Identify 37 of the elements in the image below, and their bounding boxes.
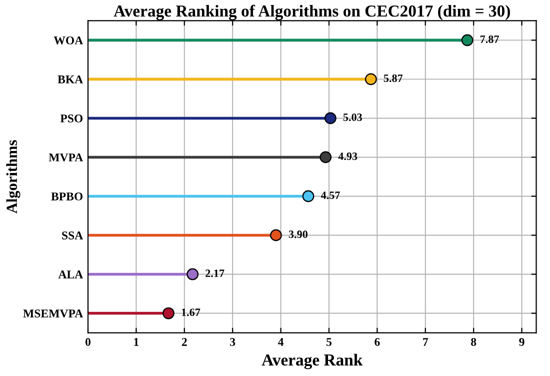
point (302, 190, 314, 202)
data-label: 1.67 (182, 308, 200, 316)
point (461, 34, 474, 46)
x-tick-label: 1 (134, 338, 139, 346)
point (324, 112, 336, 124)
data-label: 5.03 (343, 113, 362, 122)
y-tick-label: PSO (60, 114, 83, 122)
chart-title: Average Ranking of Algorithms on CEC2017 (dim = 30) (114, 4, 510, 20)
x-tick-label: 8 (471, 338, 476, 346)
y-tick-label: MVPA (48, 154, 84, 162)
x-tick-label: 0 (86, 338, 90, 346)
data-label: 4.57 (320, 192, 340, 200)
x-tick-label: 6 (374, 338, 380, 346)
point (320, 151, 332, 164)
x-axis-title: Average Rank (262, 354, 363, 370)
x-tick-label: 9 (519, 338, 524, 346)
data-label: 2.17 (206, 270, 224, 278)
data-label: 4.93 (338, 152, 358, 160)
y-tick-label: MSEMVPA (23, 310, 84, 318)
x-tick-label: 7 (423, 338, 428, 346)
y-tick-label: WOA (54, 36, 84, 44)
data-label: 3.90 (288, 230, 308, 238)
point (186, 268, 199, 280)
y-tick-label: BKA (58, 75, 84, 84)
x-tick-label: 5 (326, 338, 332, 346)
y-tick-label: BPBO (51, 192, 83, 200)
data-label: 7.87 (480, 35, 499, 44)
point (364, 73, 377, 86)
x-tick-label: 2 (182, 338, 187, 346)
y-axis-title: Algorithms (6, 140, 20, 214)
point (270, 229, 282, 242)
x-tick-label: 3 (230, 338, 236, 346)
x-tick-label: 4 (278, 338, 284, 346)
data-label: 5.87 (384, 74, 403, 82)
y-tick-label: SSA (62, 232, 84, 240)
y-tick-label: ALA (58, 270, 84, 278)
point (162, 307, 174, 320)
